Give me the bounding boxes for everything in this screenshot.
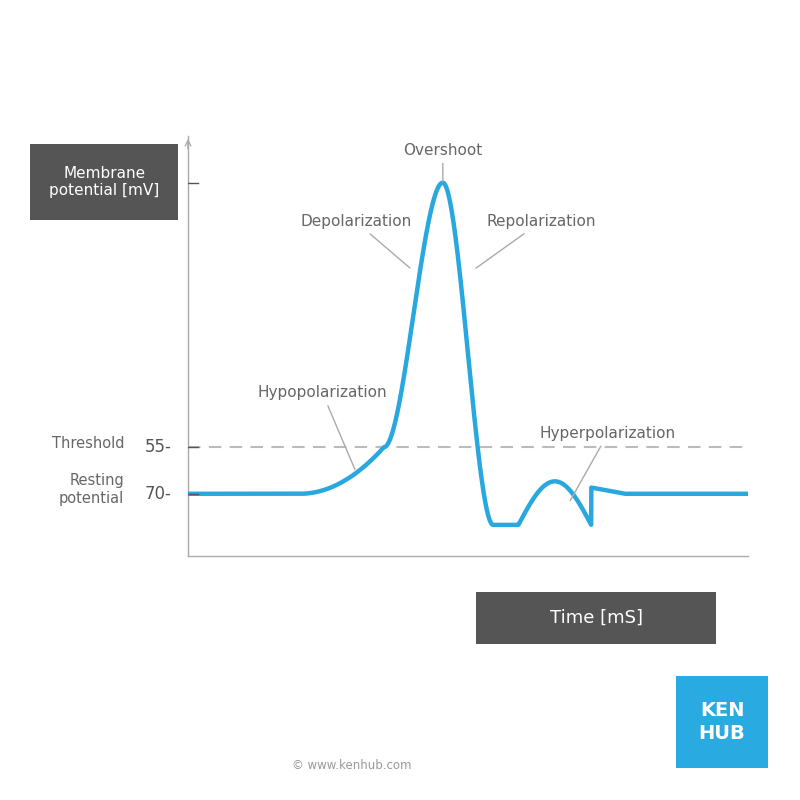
Text: Repolarization: Repolarization — [476, 214, 595, 268]
Text: 30+: 30+ — [136, 174, 171, 192]
Text: Time [mS]: Time [mS] — [550, 609, 642, 627]
Text: 55-: 55- — [144, 438, 171, 456]
Text: Resting
potential: Resting potential — [58, 474, 124, 506]
Text: KEN
HUB: KEN HUB — [698, 701, 746, 743]
Text: Hyperpolarization: Hyperpolarization — [540, 426, 676, 501]
Text: © www.kenhub.com: © www.kenhub.com — [292, 759, 412, 772]
Text: Threshold: Threshold — [51, 437, 124, 451]
Text: 70-: 70- — [144, 485, 171, 502]
Text: Overshoot: Overshoot — [403, 142, 482, 182]
Text: Hypopolarization: Hypopolarization — [258, 386, 387, 470]
Text: Depolarization: Depolarization — [300, 214, 412, 268]
Text: Membrane
potential [mV]: Membrane potential [mV] — [50, 166, 159, 198]
